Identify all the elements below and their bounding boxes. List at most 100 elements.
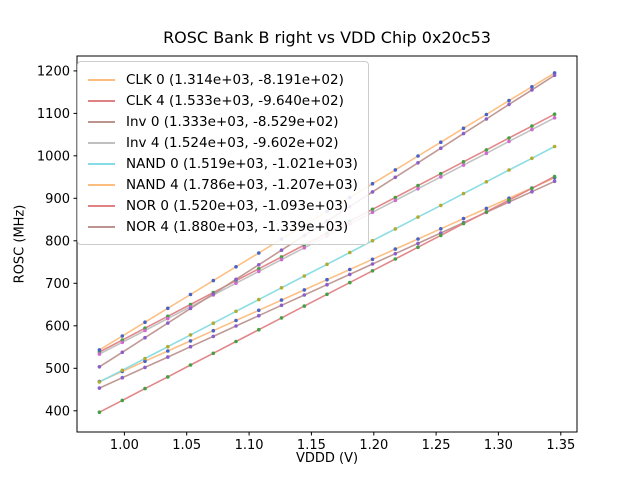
data-point	[393, 198, 398, 203]
data-point	[234, 309, 238, 314]
data-point	[416, 245, 420, 249]
data-point	[530, 189, 534, 194]
legend-label: NOR 4 (1.880e+03, -1.339e+03)	[126, 218, 349, 235]
legend-item-inv-4: Inv 4 (1.524e+03, -9.602e+02)	[88, 132, 358, 153]
data-point	[166, 306, 170, 311]
data-point	[370, 210, 375, 215]
data-point	[188, 333, 193, 337]
data-point	[143, 365, 147, 370]
legend-item-nand-0: NAND 0 (1.519e+03, -1.021e+03)	[88, 153, 358, 174]
data-point	[120, 375, 125, 380]
data-point	[234, 324, 238, 328]
data-point	[393, 247, 398, 251]
data-point	[530, 156, 534, 161]
data-point	[439, 203, 443, 208]
data-point	[325, 292, 329, 297]
data-point	[348, 272, 352, 277]
y-axis-label: ROSC (MHz)	[12, 204, 28, 284]
data-point	[416, 161, 420, 165]
data-point	[484, 210, 489, 214]
data-point	[416, 154, 420, 158]
y-tick-label: 1200	[37, 64, 70, 79]
y-tick-label: 900	[45, 192, 70, 207]
data-point	[279, 257, 284, 262]
legend-item-clk-0: CLK 0 (1.314e+03, -8.191e+02)	[88, 69, 358, 90]
legend-item-clk-4: CLK 4 (1.533e+03, -9.640e+02)	[88, 90, 358, 111]
data-point	[143, 386, 147, 391]
data-point	[370, 181, 375, 186]
data-point	[393, 227, 398, 231]
legend-item-nand-4: NAND 4 (1.786e+03, -1.207e+03)	[88, 174, 358, 195]
data-point	[439, 233, 443, 238]
data-point	[211, 328, 216, 333]
legend-line-swatch	[88, 99, 115, 102]
data-point	[234, 277, 238, 282]
x-axis-label: VDDD (V)	[295, 451, 359, 466]
data-point	[234, 318, 238, 323]
data-point	[143, 320, 147, 325]
data-point	[484, 117, 489, 121]
legend-label: CLK 0 (1.314e+03, -8.191e+02)	[126, 71, 344, 88]
data-point	[530, 85, 534, 89]
data-point	[552, 112, 557, 116]
legend-line-swatch	[88, 141, 115, 144]
data-point	[188, 363, 193, 367]
data-point	[552, 73, 557, 78]
data-point	[416, 241, 420, 246]
data-point	[325, 262, 329, 267]
data-point	[257, 297, 261, 302]
legend-label: NAND 0 (1.519e+03, -1.021e+03)	[126, 155, 358, 172]
data-point	[188, 339, 193, 343]
data-point	[461, 126, 466, 131]
data-point	[211, 278, 216, 283]
data-point	[370, 207, 375, 212]
data-point	[188, 344, 193, 349]
data-point	[302, 274, 307, 278]
data-point	[393, 175, 398, 180]
data-point	[325, 277, 329, 282]
data-point	[211, 292, 216, 296]
data-point	[166, 321, 170, 325]
legend-item-inv-0: Inv 0 (1.333e+03, -8.529e+02)	[88, 111, 358, 132]
data-point	[143, 328, 147, 333]
data-point	[166, 349, 170, 353]
legend-label: NOR 0 (1.520e+03, -1.093e+03)	[126, 197, 349, 214]
x-tick-label: 1.15	[297, 438, 326, 453]
data-point	[507, 98, 511, 103]
data-point	[552, 179, 557, 184]
data-point	[439, 140, 443, 144]
y-tick-label: 800	[45, 234, 70, 249]
data-point	[97, 380, 102, 384]
data-point	[552, 116, 557, 120]
data-point	[370, 257, 375, 262]
data-point	[120, 340, 125, 345]
data-point	[439, 171, 443, 176]
data-point	[461, 191, 466, 196]
data-point	[188, 292, 193, 297]
axes-spines	[76, 55, 578, 433]
data-point	[120, 334, 125, 338]
data-point	[393, 195, 398, 200]
data-point	[279, 286, 284, 290]
data-point	[257, 263, 261, 267]
data-point	[143, 359, 147, 364]
data-point	[416, 237, 420, 241]
data-point	[302, 304, 307, 308]
legend-item-nor-4: NOR 4 (1.880e+03, -1.339e+03)	[88, 216, 358, 237]
y-tick-label: 500	[45, 362, 70, 377]
chart-title: ROSC Bank B right vs VDD Chip 0x20c53	[163, 28, 491, 47]
data-point	[348, 250, 352, 255]
data-point	[257, 327, 261, 332]
data-point	[143, 356, 147, 361]
data-point	[143, 335, 147, 340]
data-point	[234, 265, 238, 269]
data-point	[325, 282, 329, 287]
data-point	[257, 267, 261, 271]
data-point	[530, 124, 534, 128]
data-point	[416, 183, 420, 188]
data-point	[97, 386, 102, 390]
y-tick-label: 600	[45, 319, 70, 334]
data-point	[370, 262, 375, 266]
data-point	[279, 303, 284, 308]
